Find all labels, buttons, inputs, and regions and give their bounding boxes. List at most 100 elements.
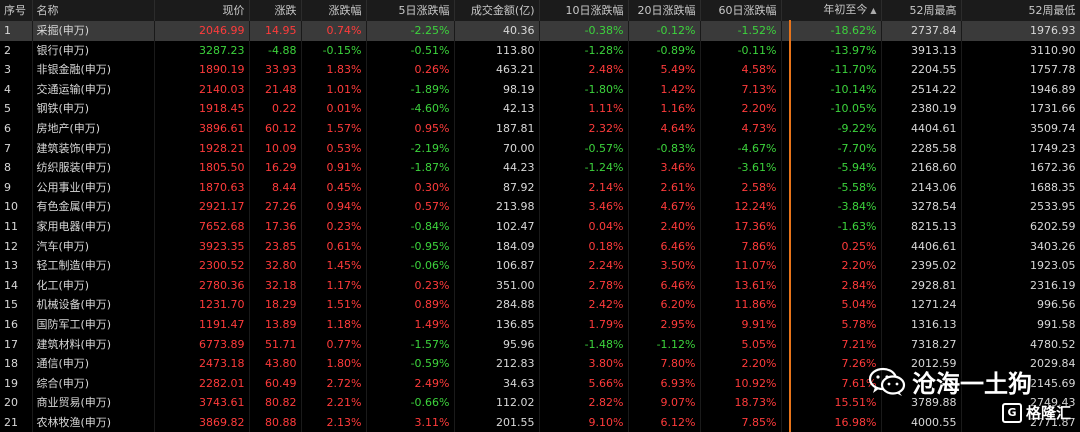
column-header-low-52w[interactable]: 52周最低: [961, 0, 1080, 21]
cell-high-52w: 2395.02: [881, 256, 962, 276]
table-row[interactable]: 15 机械设备(申万) 1231.70 18.29 1.51% 0.89% 284.88 2.…: [0, 295, 1080, 315]
cell-chg-ytd: 7.61%: [781, 373, 882, 394]
cell-name: 农林牧渔(申万): [32, 412, 155, 432]
cell-high-52w: 4404.61: [881, 118, 962, 139]
table-row[interactable]: 14 化工(申万) 2780.36 32.18 1.17% 0.23% 351.00 2.78…: [0, 275, 1080, 296]
cell-chg-10d: 2.48%: [539, 60, 629, 80]
table-row[interactable]: 21 农林牧渔(申万) 3869.82 80.88 2.13% 3.11% 201.55 9.…: [0, 412, 1080, 432]
cell-price: 3869.82: [154, 412, 250, 432]
cell-low-52w: 996.56: [961, 295, 1080, 315]
cell-change-pct: 1.83%: [301, 60, 367, 80]
cell-row-number: 17: [0, 334, 33, 355]
cell-low-52w: 3509.74: [961, 118, 1080, 139]
cell-turnover: 98.19: [454, 79, 540, 100]
column-header-change-pct[interactable]: 涨跌幅: [301, 0, 367, 21]
table-row[interactable]: 19 综合(申万) 2282.01 60.49 2.72% 2.49% 34.63 5.66%…: [0, 373, 1080, 394]
column-header-turnover[interactable]: 成交金额(亿): [454, 0, 540, 21]
table-row[interactable]: 11 家用电器(申万) 7652.68 17.36 0.23% -0.84% 102.47 0…: [0, 216, 1080, 237]
cell-chg-60d: -3.61%: [700, 158, 782, 178]
table-row[interactable]: 16 国防军工(申万) 1191.47 13.89 1.18% 1.49% 136.85 1.…: [0, 314, 1080, 335]
cell-chg-20d: -1.12%: [628, 334, 701, 355]
cell-change: 33.93: [249, 60, 302, 80]
table-row[interactable]: 18 通信(申万) 2473.18 43.80 1.80% -0.59% 212.83 3.8…: [0, 354, 1080, 374]
column-header-name[interactable]: 名称: [32, 0, 155, 21]
cell-price: 6773.89: [154, 334, 250, 355]
column-header-price[interactable]: 现价: [154, 0, 250, 21]
cell-chg-ytd: -5.58%: [781, 177, 882, 198]
table-row[interactable]: 12 汽车(申万) 3923.35 23.85 0.61% -0.95% 184.09 0.1…: [0, 236, 1080, 257]
table-row[interactable]: 4 交通运输(申万) 2140.03 21.48 1.01% -1.89% 98.19 -1.…: [0, 79, 1080, 100]
cell-row-number: 7: [0, 138, 33, 159]
cell-turnover: 212.83: [454, 354, 540, 374]
table-row[interactable]: 20 商业贸易(申万) 3743.61 80.82 2.21% -0.66% 112.02 2…: [0, 393, 1080, 413]
cell-chg-ytd: -5.94%: [781, 158, 882, 178]
column-header-label: 20日涨跌幅: [637, 3, 696, 17]
cell-chg-ytd: -10.05%: [781, 99, 882, 119]
cell-row-number: 6: [0, 118, 33, 139]
table-row[interactable]: 9 公用事业(申万) 1870.63 8.44 0.45% 0.30% 87.92 2.14%…: [0, 177, 1080, 198]
cell-price: 1805.50: [154, 158, 250, 178]
column-header-chg-ytd[interactable]: 年初至今 ▲: [781, 0, 882, 21]
column-header-chg-10d[interactable]: 10日涨跌幅: [539, 0, 629, 21]
cell-chg-60d: -4.67%: [700, 138, 782, 159]
cell-change-pct: 0.94%: [301, 197, 367, 217]
cell-chg-5d: 3.11%: [366, 412, 455, 432]
cell-change: 8.44: [249, 177, 302, 198]
cell-row-number: 15: [0, 295, 33, 315]
table-row[interactable]: 5 钢铁(申万) 1918.45 0.22 0.01% -4.60% 42.13 1.11% 1…: [0, 99, 1080, 119]
brand-text: 格隆汇: [1026, 404, 1072, 422]
column-header-high-52w[interactable]: 52周最高: [881, 0, 962, 21]
cell-chg-5d: -1.87%: [366, 158, 455, 178]
cell-chg-60d: 7.13%: [700, 79, 782, 100]
cell-turnover: 284.88: [454, 295, 540, 315]
cell-chg-10d: 5.66%: [539, 373, 629, 394]
table-row[interactable]: 6 房地产(申万) 3896.61 60.12 1.57% 0.95% 187.81 2.32…: [0, 118, 1080, 139]
cell-price: 2921.17: [154, 197, 250, 217]
cell-chg-5d: 0.30%: [366, 177, 455, 198]
table-row[interactable]: 1 采掘(申万) 2046.99 14.95 0.74% -2.25% 40.36 -0.38…: [0, 21, 1080, 41]
table-row[interactable]: 7 建筑装饰(申万) 1928.21 10.09 0.53% -2.19% 70.00 -0.…: [0, 138, 1080, 159]
cell-chg-60d: 2.20%: [700, 99, 782, 119]
cell-change: 10.09: [249, 138, 302, 159]
table-row[interactable]: 13 轻工制造(申万) 2300.52 32.80 1.45% -0.06% 106.87 2…: [0, 256, 1080, 276]
cell-change-pct: 1.51%: [301, 295, 367, 315]
cell-row-number: 20: [0, 393, 33, 413]
table-row[interactable]: 2 银行(申万) 3287.23 -4.88 -0.15% -0.51% 113.80 -1.…: [0, 40, 1080, 61]
sort-ascending-icon: ▲: [870, 6, 877, 15]
table-row[interactable]: 3 非银金融(申万) 1890.19 33.93 1.83% 0.26% 463.21 2.4…: [0, 60, 1080, 80]
column-header-row-number[interactable]: 序号: [0, 0, 33, 21]
table-row[interactable]: 8 纺织服装(申万) 1805.50 16.29 0.91% -1.87% 44.23 -1.…: [0, 158, 1080, 178]
table-row[interactable]: 17 建筑材料(申万) 6773.89 51.71 0.77% -1.57% 95.96 -1…: [0, 334, 1080, 355]
column-header-chg-20d[interactable]: 20日涨跌幅: [628, 0, 701, 21]
column-header-chg-60d[interactable]: 60日涨跌幅: [700, 0, 782, 21]
cell-chg-10d: -1.24%: [539, 158, 629, 178]
cell-chg-5d: 0.26%: [366, 60, 455, 80]
cell-change: 60.49: [249, 373, 302, 394]
cell-name: 综合(申万): [32, 373, 155, 394]
cell-low-52w: 2316.19: [961, 275, 1080, 296]
cell-turnover: 42.13: [454, 99, 540, 119]
cell-chg-10d: 2.14%: [539, 177, 629, 198]
cell-turnover: 201.55: [454, 412, 540, 432]
cell-chg-60d: 4.58%: [700, 60, 782, 80]
cell-turnover: 187.81: [454, 118, 540, 139]
cell-chg-5d: -0.51%: [366, 40, 455, 61]
cell-name: 国防军工(申万): [32, 314, 155, 335]
cell-chg-10d: 3.80%: [539, 354, 629, 374]
column-header-chg-5d[interactable]: 5日涨跌幅: [366, 0, 455, 21]
cell-change: 32.18: [249, 275, 302, 296]
cell-change: 32.80: [249, 256, 302, 276]
column-header-change[interactable]: 涨跌: [249, 0, 302, 21]
cell-low-52w: 3110.90: [961, 40, 1080, 61]
cell-turnover: 34.63: [454, 373, 540, 394]
cell-change-pct: 0.53%: [301, 138, 367, 159]
table-row[interactable]: 10 有色金属(申万) 2921.17 27.26 0.94% 0.57% 213.98 3.…: [0, 197, 1080, 217]
cell-change-pct: 0.45%: [301, 177, 367, 198]
cell-chg-5d: -2.25%: [366, 21, 455, 41]
column-header-label: 52周最低: [1028, 3, 1076, 17]
column-header-label: 10日涨跌幅: [565, 3, 624, 17]
cell-turnover: 136.85: [454, 314, 540, 335]
cell-chg-20d: 5.49%: [628, 60, 701, 80]
cell-chg-60d: 12.24%: [700, 197, 782, 217]
